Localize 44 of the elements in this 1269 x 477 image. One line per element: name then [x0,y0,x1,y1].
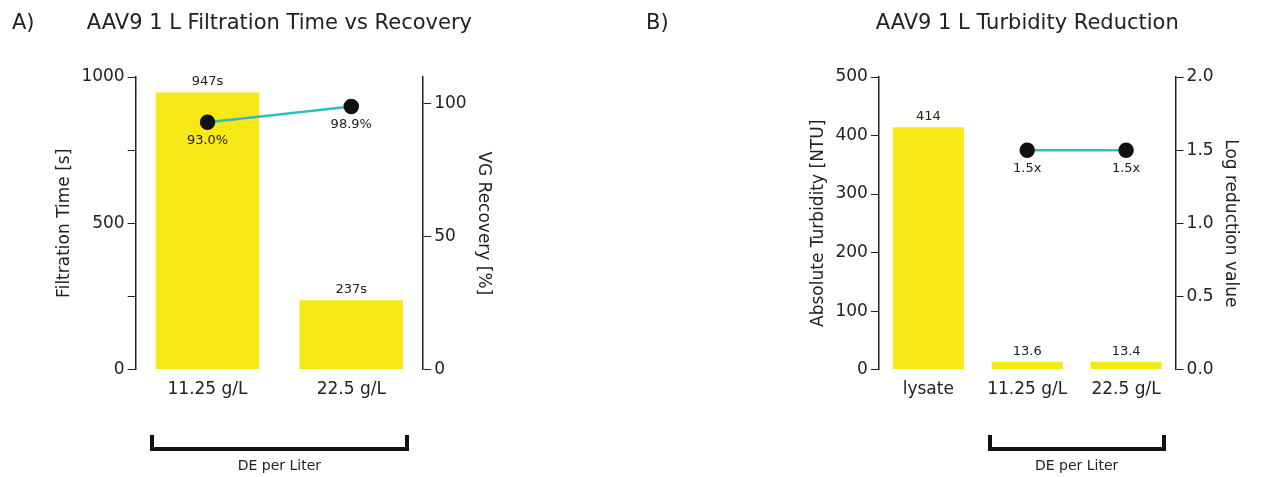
data-label: 1.5x [1013,160,1042,176]
y-axis-title: Filtration Time [s] [52,148,73,298]
y-axis-title: Absolute Turbidity [NTU] [806,119,827,327]
y-tick-label: 0 [113,358,125,379]
data-label: 414 [915,108,941,124]
data-label: 93.0% [186,132,229,148]
x-tick-label: 11.25 g/L [167,378,249,399]
chart-title: AAV9 1 L Turbidity Reduction [875,10,1179,34]
y-tick-label: 1000 [81,65,125,86]
text: B) [646,10,669,34]
data-label: 98.9% [330,116,372,132]
y-tick-label: 500 [92,211,125,232]
y-tick-label: 400 [835,123,868,144]
y2-axis-title: VG Recovery [%] [475,151,496,296]
bar [991,361,1063,370]
text: A) [12,10,35,34]
data-label: 13.6 [1012,342,1042,358]
text: DE per Liter [237,457,322,473]
data-label: 237s [335,281,368,297]
data-label: 1.5x [1111,160,1141,176]
bar [892,127,964,370]
y2-tick-label: 50 [434,225,456,246]
y2-tick-label: 0.5 [1186,284,1214,305]
y-tick-label: 100 [835,299,868,320]
text: DE per Liter [1034,457,1119,473]
y2-tick-label: 0.0 [1186,358,1214,379]
data-label: 13.4 [1111,342,1141,358]
x-tick-label: 22.5 g/L [1091,378,1162,399]
y-tick-label: 300 [835,182,868,203]
bar [1090,361,1162,370]
y-tick-label: 0 [857,358,868,379]
data-label: 947s [191,73,224,89]
y2-tick-label: 100 [434,92,467,113]
y-tick-label: 200 [835,240,868,261]
y2-tick-label: 1.0 [1186,211,1214,232]
x-tick-label: 22.5 g/L [316,378,387,399]
chart-title: AAV9 1 L Filtration Time vs Recovery [86,10,472,34]
y2-axis-title: Log reduction value [1222,139,1243,308]
y2-tick-label: 2.0 [1186,65,1214,86]
y-tick-label: 500 [835,65,868,86]
x-tick-label: 11.25 g/L [987,378,1068,399]
x-tick-label: lysate [902,378,954,399]
y2-tick-label: 0 [434,358,445,379]
y2-tick-label: 1.5 [1186,138,1214,159]
